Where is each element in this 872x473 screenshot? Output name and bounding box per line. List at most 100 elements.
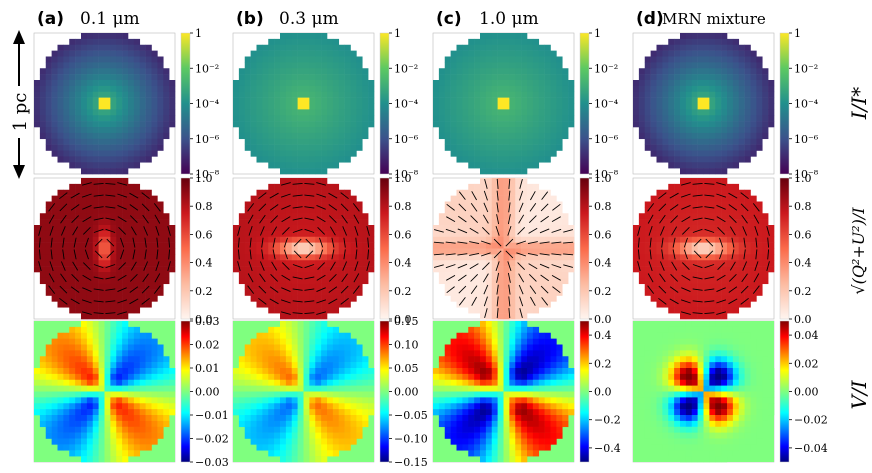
polarization-vector — [354, 261, 359, 272]
polarization-vector — [304, 312, 315, 315]
polarization-vector — [316, 274, 326, 281]
heatmap-cell — [633, 91, 640, 98]
heatmap-cell — [145, 85, 152, 93]
heatmap-cell — [515, 33, 522, 40]
heatmap-cell — [157, 350, 164, 357]
heatmap-cell — [86, 85, 94, 93]
heatmap-cell — [309, 225, 316, 232]
heatmap-cell — [538, 109, 545, 116]
heatmap-cell — [262, 403, 269, 410]
polarization-vector — [50, 237, 53, 248]
central-star-pixel — [102, 101, 107, 106]
polarization-vector — [48, 214, 55, 224]
heatmap-cell — [756, 144, 763, 151]
heatmap-cell — [291, 207, 298, 214]
heatmap-cell — [297, 97, 304, 104]
heatmap-cell — [491, 91, 498, 98]
polarization-vector — [540, 274, 549, 282]
heatmap-cell — [356, 127, 363, 134]
heatmap-cell — [680, 33, 687, 40]
heatmap-cell — [169, 266, 176, 273]
heatmap-cell — [697, 115, 704, 122]
heatmap-cell — [116, 307, 123, 314]
heatmap-cell — [280, 33, 287, 40]
heatmap-cell — [497, 91, 504, 98]
heatmap-cell — [703, 301, 710, 308]
heatmap-cell — [57, 189, 64, 196]
heatmap-cell — [163, 121, 170, 128]
polarization-vector — [496, 272, 500, 283]
heatmap-cell — [274, 68, 281, 75]
heatmap-cell — [450, 242, 457, 249]
heatmap-cell — [332, 80, 340, 87]
heatmap-cell — [262, 213, 269, 220]
heatmap-cell — [256, 74, 263, 81]
heatmap-cell — [280, 420, 287, 428]
heatmap-cell — [744, 213, 751, 220]
heatmap-cell — [104, 444, 111, 451]
heatmap-cell — [274, 138, 281, 145]
heatmap-cell — [69, 344, 76, 351]
heatmap-cell — [662, 115, 669, 122]
heatmap-cell — [691, 85, 698, 93]
heatmap-cell — [291, 62, 298, 69]
heatmap-cell — [57, 62, 64, 69]
heatmap-cell — [444, 289, 451, 296]
polarization-vector — [316, 193, 327, 198]
heatmap-cell — [128, 97, 135, 104]
heatmap-cell — [709, 156, 716, 163]
heatmap-cell — [256, 432, 263, 439]
heatmap-cell — [521, 277, 528, 285]
heatmap-cell — [315, 62, 322, 69]
heatmap-cell — [139, 138, 146, 145]
heatmap-cell — [110, 254, 117, 261]
heatmap-cell — [350, 277, 357, 285]
heatmap-cell — [250, 213, 257, 220]
heatmap-cell — [250, 242, 257, 249]
heatmap-cell — [268, 38, 275, 46]
heatmap-cell — [274, 266, 281, 273]
heatmap-cell — [344, 289, 351, 296]
heatmap-cell — [321, 132, 328, 140]
heatmap-cell — [116, 254, 123, 261]
heatmap-cell — [303, 132, 310, 140]
heatmap-cell — [92, 103, 99, 110]
colorbar-tick-label: 1.0 — [195, 172, 213, 185]
heatmap-cell — [680, 38, 687, 46]
heatmap-cell — [81, 138, 88, 145]
heatmap-cell — [57, 444, 64, 451]
heatmap-cell — [98, 450, 105, 457]
heatmap-cell — [104, 213, 111, 220]
heatmap-cell — [244, 391, 251, 398]
colorbar-ticks: 1.00.80.60.40.20.0 — [789, 172, 812, 326]
heatmap-cell — [128, 68, 135, 75]
heatmap-cell — [703, 219, 710, 226]
heatmap-cell — [338, 121, 345, 128]
heatmap-cell — [39, 121, 47, 128]
heatmap-cell — [685, 74, 693, 81]
heatmap-cell — [151, 409, 158, 416]
heatmap-cell — [110, 373, 117, 381]
heatmap-cell — [104, 450, 111, 457]
heatmap-cell — [315, 33, 322, 40]
heatmap-cell — [145, 242, 152, 249]
heatmap-cell — [462, 68, 469, 75]
heatmap-cell — [538, 62, 545, 69]
polarization-vector — [316, 299, 327, 304]
heatmap-cell — [34, 254, 41, 261]
heatmap-cell — [163, 368, 170, 375]
colorbar — [579, 32, 590, 175]
heatmap-cell — [297, 150, 304, 157]
heatmap-cell — [133, 409, 141, 416]
heatmap-cell — [438, 254, 446, 261]
heatmap-cell — [122, 301, 129, 308]
heatmap-cell — [327, 62, 334, 69]
heatmap-cell — [133, 56, 141, 63]
heatmap-cell — [450, 85, 457, 93]
heatmap-cell — [51, 272, 58, 279]
heatmap-cell — [39, 213, 47, 220]
heatmap-cell — [462, 289, 469, 296]
heatmap-cell — [75, 127, 82, 134]
polarization-vector — [154, 273, 161, 283]
heatmap-cell — [69, 283, 76, 290]
